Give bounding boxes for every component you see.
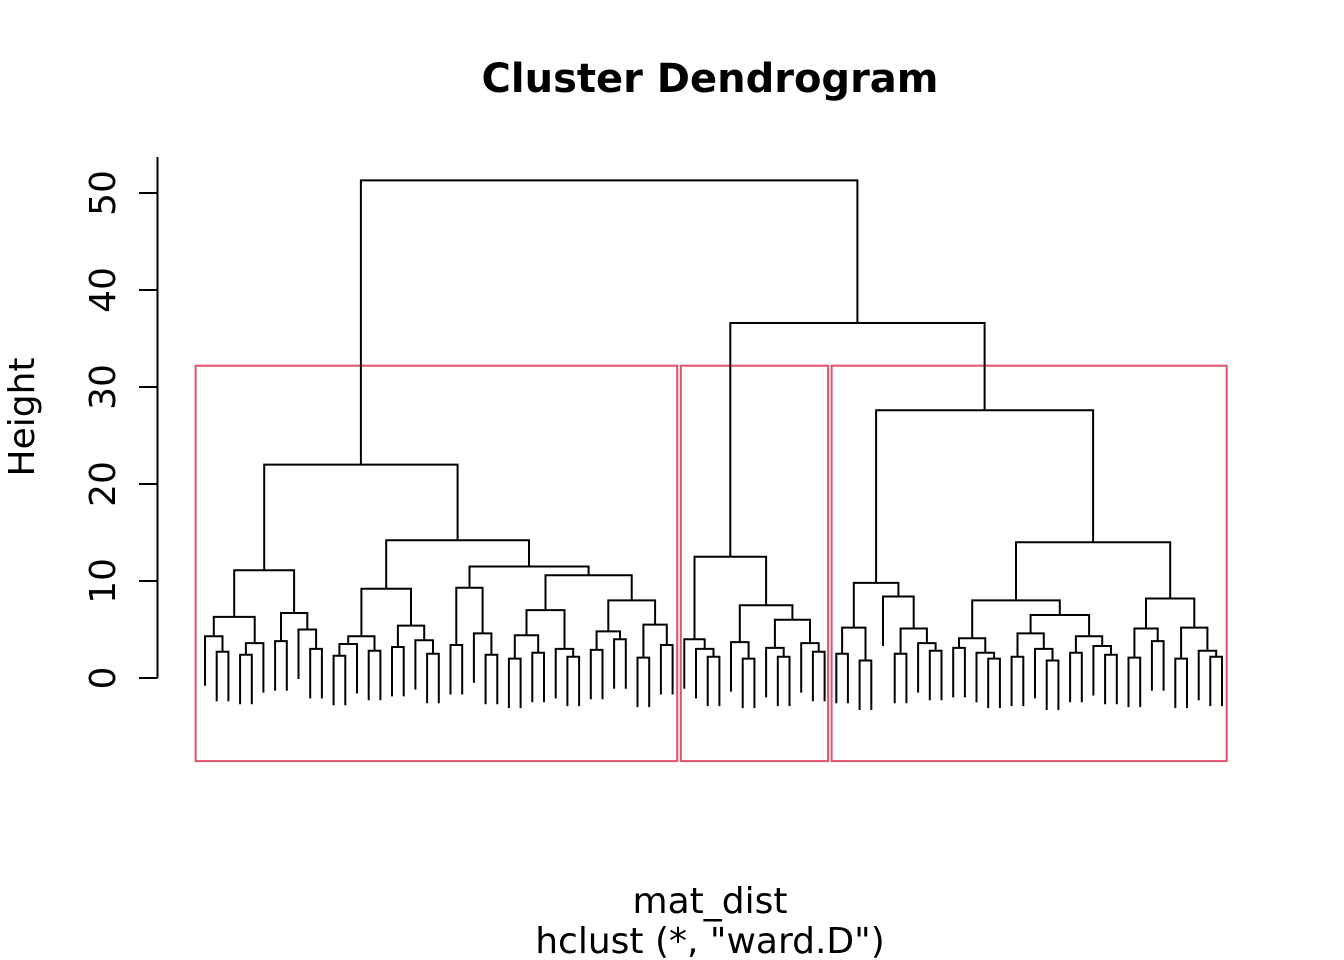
y-axis-line [139, 157, 159, 679]
x-axis-label-line1: mat_dist [633, 881, 788, 922]
y-tick-label: 40 [83, 267, 124, 313]
cluster-3-box [830, 364, 1228, 763]
x-axis-label-line2: hclust (*, "ward.D") [535, 921, 885, 960]
y-tick-label: 0 [83, 667, 124, 690]
y-tick-label: 50 [83, 170, 124, 216]
y-tick-labels: 0 10 20 30 40 50 [83, 170, 124, 689]
dendrogram-branches [204, 179, 1223, 710]
dendrogram-lines [204, 179, 1223, 710]
y-tick-label: 30 [83, 364, 124, 410]
plot-title: Cluster Dendrogram [482, 56, 939, 102]
cluster-2-box [679, 364, 830, 763]
y-axis [139, 157, 159, 679]
cluster-1-box [194, 364, 679, 763]
y-tick-label: 20 [83, 461, 124, 507]
cluster-boxes [194, 364, 1228, 763]
y-tick-label: 10 [83, 558, 124, 604]
y-axis-label: Height [2, 357, 43, 476]
